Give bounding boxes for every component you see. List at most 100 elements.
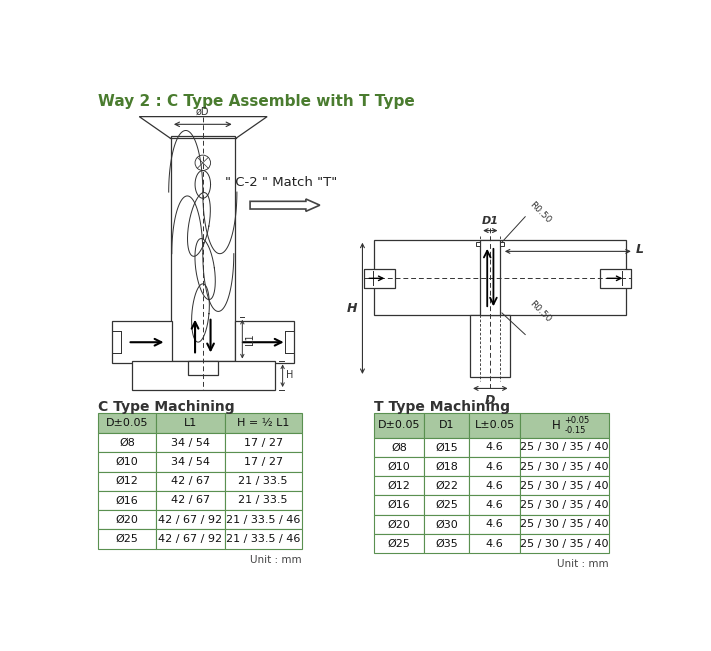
Bar	[225, 491, 302, 510]
Bar	[225, 510, 302, 529]
Text: Ø25: Ø25	[387, 538, 411, 549]
Bar	[98, 529, 156, 549]
Text: 21 / 33.5: 21 / 33.5	[238, 477, 288, 486]
Bar	[156, 433, 225, 452]
Text: Way 2 : C Type Assemble with T Type: Way 2 : C Type Assemble with T Type	[98, 94, 415, 109]
Text: 21 / 33.5 / 46: 21 / 33.5 / 46	[226, 515, 301, 525]
Bar	[520, 495, 609, 515]
Bar	[225, 452, 302, 471]
Text: L1: L1	[245, 333, 255, 345]
Bar	[225, 471, 302, 491]
Bar	[156, 491, 225, 510]
Bar	[225, 529, 302, 549]
Text: L: L	[636, 243, 644, 256]
Text: 25 / 30 / 35 / 40: 25 / 30 / 35 / 40	[520, 442, 609, 452]
Text: Unit : mm: Unit : mm	[250, 555, 302, 565]
Text: H: H	[286, 370, 293, 380]
Polygon shape	[139, 117, 267, 138]
Bar	[469, 437, 520, 457]
Text: 17 / 27: 17 / 27	[244, 437, 283, 448]
Bar	[469, 457, 520, 477]
Text: L±0.05: L±0.05	[474, 421, 515, 430]
Bar	[600, 269, 631, 288]
Text: L1: L1	[183, 418, 197, 428]
Text: -0.15: -0.15	[565, 426, 586, 434]
Bar	[424, 457, 469, 477]
Text: 4.6: 4.6	[486, 481, 503, 491]
Bar	[374, 413, 424, 437]
Bar	[469, 534, 520, 553]
Text: H: H	[552, 419, 561, 432]
Text: 42 / 67 / 92: 42 / 67 / 92	[159, 534, 223, 544]
Text: 34 / 54: 34 / 54	[171, 457, 210, 467]
Text: 17 / 27: 17 / 27	[244, 457, 283, 467]
Text: D: D	[485, 394, 496, 407]
Bar	[374, 534, 424, 553]
Bar	[156, 413, 225, 433]
Bar	[374, 495, 424, 515]
Bar	[374, 240, 626, 315]
Text: 4.6: 4.6	[486, 519, 503, 529]
Bar	[225, 413, 302, 433]
Bar	[156, 471, 225, 491]
Text: 4.6: 4.6	[486, 538, 503, 549]
Text: Ø22: Ø22	[435, 481, 459, 491]
Bar	[501, 242, 504, 246]
Text: 42 / 67: 42 / 67	[171, 495, 210, 505]
Text: H = ½ L1: H = ½ L1	[237, 418, 289, 428]
Bar	[98, 413, 156, 433]
Bar	[520, 515, 609, 534]
Bar	[520, 413, 609, 437]
Text: D±0.05: D±0.05	[106, 418, 149, 428]
Text: 25 / 30 / 35 / 40: 25 / 30 / 35 / 40	[520, 538, 609, 549]
Text: Ø10: Ø10	[116, 457, 139, 467]
Bar	[156, 452, 225, 471]
Bar	[476, 242, 480, 246]
Text: Ø15: Ø15	[436, 442, 459, 452]
Text: Unit : mm: Unit : mm	[557, 559, 609, 570]
Text: D±0.05: D±0.05	[378, 421, 420, 430]
Text: Ø8: Ø8	[391, 442, 407, 452]
Bar	[520, 457, 609, 477]
Text: D1: D1	[439, 421, 454, 430]
Text: 21 / 33.5: 21 / 33.5	[238, 495, 288, 505]
Bar	[225, 433, 302, 452]
Bar	[188, 361, 218, 374]
Bar	[424, 413, 469, 437]
Text: Ø8: Ø8	[119, 437, 135, 448]
Text: 25 / 30 / 35 / 40: 25 / 30 / 35 / 40	[520, 519, 609, 529]
Text: Ø16: Ø16	[116, 495, 139, 505]
Text: Ø35: Ø35	[436, 538, 459, 549]
Text: 21 / 33.5 / 46: 21 / 33.5 / 46	[226, 534, 301, 544]
Bar	[424, 534, 469, 553]
Bar	[520, 437, 609, 457]
Bar	[98, 471, 156, 491]
Bar	[98, 510, 156, 529]
Bar	[520, 534, 609, 553]
Text: 42 / 67: 42 / 67	[171, 477, 210, 486]
Text: " C-2 " Match "T": " C-2 " Match "T"	[225, 176, 337, 189]
Bar	[469, 413, 520, 437]
Bar	[98, 433, 156, 452]
Bar	[424, 495, 469, 515]
Bar	[112, 321, 172, 363]
Bar	[469, 495, 520, 515]
Bar	[424, 515, 469, 534]
Bar	[480, 240, 501, 315]
Bar	[98, 491, 156, 510]
Bar	[98, 452, 156, 471]
Text: Ø20: Ø20	[116, 515, 139, 525]
Circle shape	[195, 155, 210, 171]
Bar	[374, 477, 424, 495]
Text: T Type Machining: T Type Machining	[374, 400, 510, 414]
Text: H: H	[346, 302, 357, 315]
Bar	[374, 437, 424, 457]
Text: Ø16: Ø16	[388, 500, 411, 510]
Bar	[156, 529, 225, 549]
Bar	[132, 361, 275, 390]
Bar	[424, 477, 469, 495]
Bar	[235, 321, 294, 363]
Text: 34 / 54: 34 / 54	[171, 437, 210, 448]
Bar	[374, 515, 424, 534]
Text: 25 / 30 / 35 / 40: 25 / 30 / 35 / 40	[520, 481, 609, 491]
